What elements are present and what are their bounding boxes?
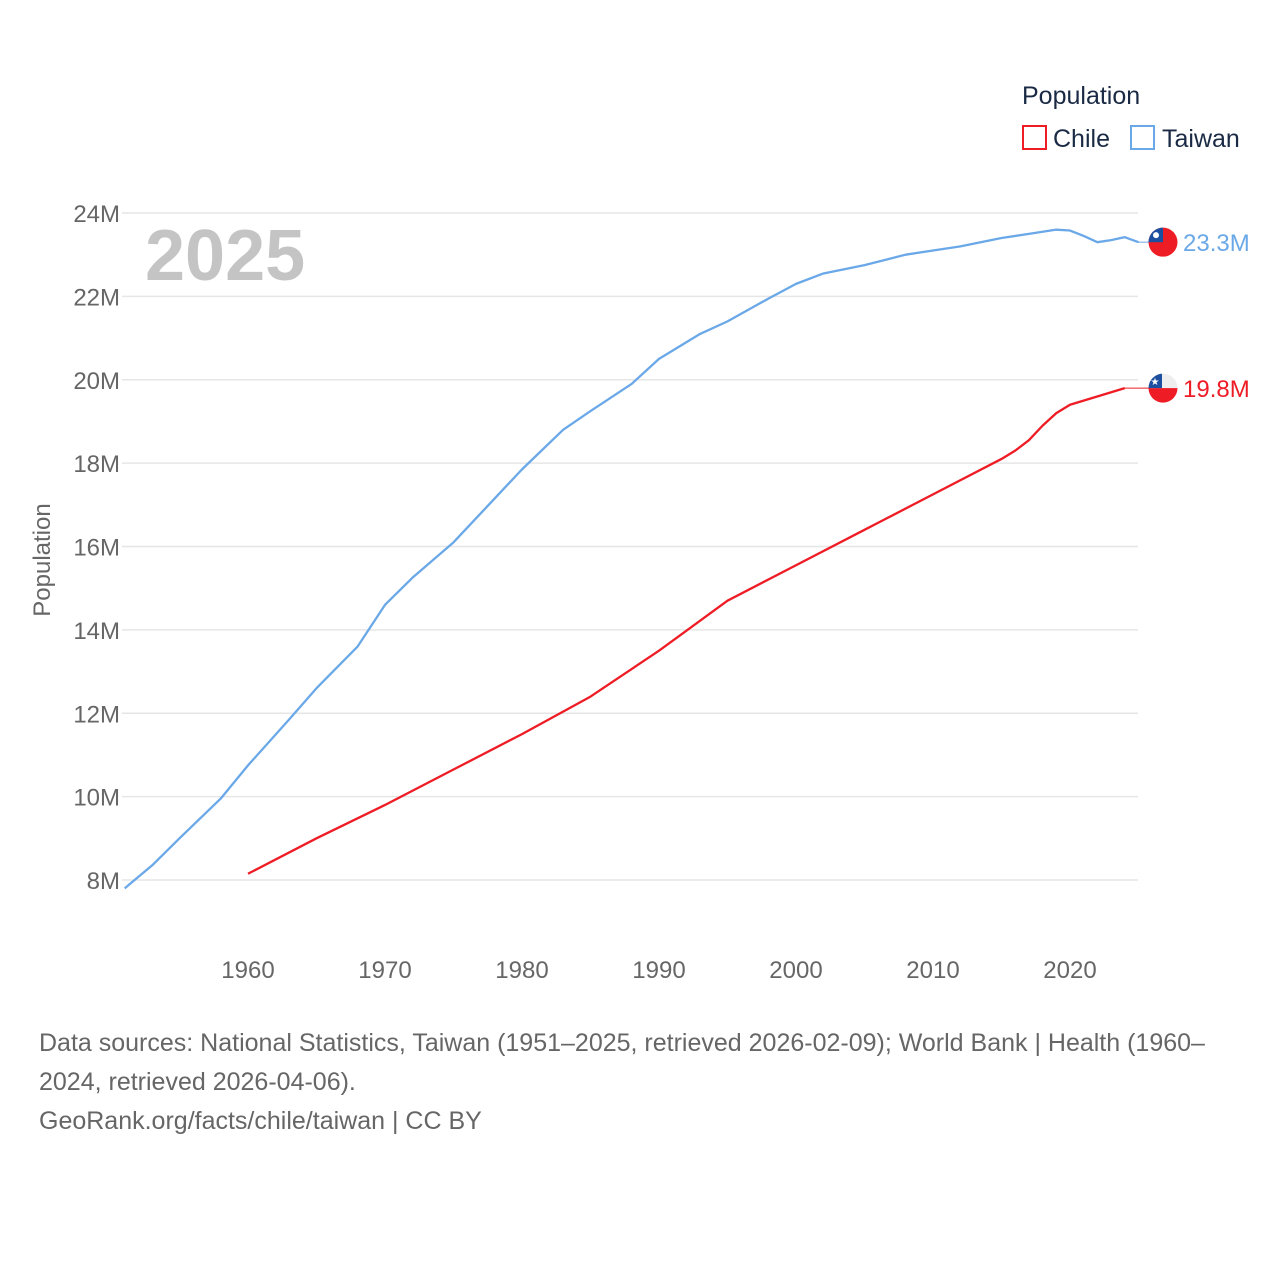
end-label-chile: 19.8M: [1183, 376, 1250, 403]
taiwan-flag-icon: [1148, 227, 1178, 257]
y-tick-label: 24M: [73, 201, 120, 228]
x-tick-label: 2020: [1043, 957, 1096, 984]
legend-item-taiwan[interactable]: Taiwan: [1130, 125, 1240, 153]
legend-item-chile[interactable]: Chile: [1022, 125, 1110, 153]
y-tick-label: 8M: [87, 868, 120, 895]
x-tick-label: 1960: [221, 957, 274, 984]
y-tick-label: 22M: [73, 284, 120, 311]
end-label-taiwan: 23.3M: [1183, 230, 1250, 257]
y-tick-label: 12M: [73, 701, 120, 728]
legend-title: Population: [1022, 82, 1140, 110]
y-tick-label: 20M: [73, 368, 120, 395]
y-axis-label: Population: [29, 503, 56, 616]
x-tick-label: 1980: [495, 957, 548, 984]
data-sources: Data sources: National Statistics, Taiwa…: [39, 1029, 1205, 1096]
y-tick-label: 14M: [73, 618, 120, 645]
series-line-chile: [247, 386, 1126, 875]
chile-flag-icon: ★: [1148, 373, 1178, 403]
series-line-taiwan: [123, 228, 1139, 890]
y-tick-label: 16M: [73, 535, 120, 562]
legend-label-taiwan: Taiwan: [1162, 125, 1240, 153]
y-tick-label: 18M: [73, 451, 120, 478]
year-label: 2025: [145, 216, 305, 296]
source-note: Data sources: National Statistics, Taiwa…: [39, 1024, 1249, 1141]
x-tick-label: 2000: [769, 957, 822, 984]
line-chart: 8M 10M 12M 14M 16M 18M 20M 22M 24M 1960 1970 1980 1…: [29, 82, 1250, 984]
x-tick-label: 1970: [358, 957, 411, 984]
legend-swatch-taiwan: [1130, 125, 1155, 150]
y-tick-label: 10M: [73, 785, 120, 812]
svg-text:★: ★: [1151, 377, 1160, 388]
x-tick-label: 2010: [906, 957, 959, 984]
credit-link[interactable]: GeoRank.org/facts/chile/taiwan | CC BY: [39, 1107, 482, 1135]
legend-swatch-chile: [1022, 125, 1047, 150]
x-tick-label: 1990: [632, 957, 685, 984]
legend-label-chile: Chile: [1053, 125, 1110, 153]
